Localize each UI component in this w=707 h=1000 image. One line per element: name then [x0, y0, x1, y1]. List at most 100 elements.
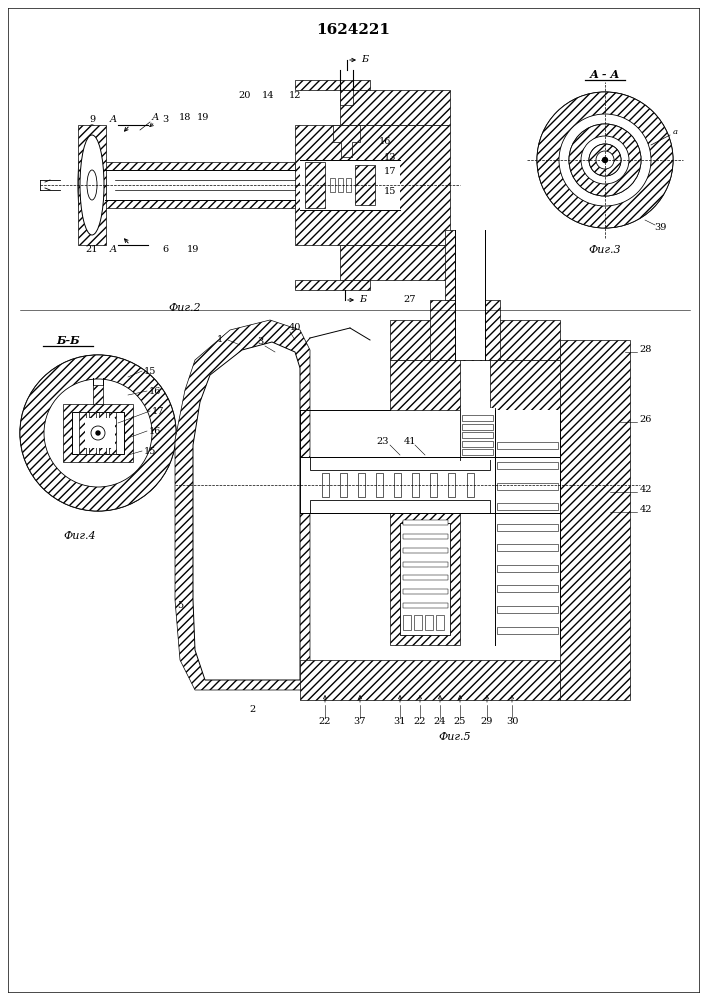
Circle shape	[96, 431, 100, 435]
Text: Б-Б: Б-Б	[56, 336, 80, 347]
Bar	[403, 534, 448, 539]
Text: 28: 28	[640, 346, 652, 355]
Circle shape	[589, 144, 621, 176]
Polygon shape	[340, 90, 353, 105]
Text: 9: 9	[89, 115, 95, 124]
Text: 39: 39	[654, 224, 666, 232]
Bar	[462, 449, 493, 455]
Bar	[89, 412, 96, 454]
Bar	[462, 440, 493, 446]
Circle shape	[91, 426, 105, 440]
Text: A: A	[110, 245, 117, 254]
Ellipse shape	[87, 170, 97, 200]
Text: Б: Б	[361, 55, 368, 64]
Bar	[330, 178, 335, 192]
Polygon shape	[445, 230, 485, 300]
Text: А - А: А - А	[590, 70, 620, 81]
Bar	[85, 418, 115, 448]
Polygon shape	[390, 320, 560, 360]
Bar	[403, 603, 448, 608]
Text: 16: 16	[148, 386, 161, 395]
Text: 16: 16	[148, 426, 161, 436]
Polygon shape	[93, 385, 103, 404]
Bar	[105, 170, 290, 200]
Circle shape	[602, 157, 607, 162]
Text: 15: 15	[144, 446, 156, 456]
Polygon shape	[430, 300, 500, 360]
Polygon shape	[295, 125, 450, 245]
Text: 22: 22	[319, 718, 332, 726]
Bar	[425, 615, 433, 630]
Bar	[448, 473, 455, 497]
Bar	[460, 408, 495, 460]
Text: 20: 20	[239, 91, 251, 100]
Polygon shape	[193, 342, 300, 680]
Bar	[300, 457, 560, 513]
Bar	[497, 565, 558, 572]
Bar	[346, 178, 351, 192]
Bar	[462, 424, 493, 430]
Polygon shape	[490, 360, 560, 410]
Bar	[403, 548, 448, 553]
Bar	[497, 585, 558, 592]
Polygon shape	[333, 125, 360, 157]
Text: 37: 37	[354, 718, 366, 726]
Bar	[403, 615, 411, 630]
Text: 6: 6	[162, 245, 168, 254]
Polygon shape	[300, 660, 560, 700]
Text: 19: 19	[197, 113, 209, 122]
Polygon shape	[175, 320, 310, 690]
Text: 27: 27	[404, 296, 416, 304]
Bar	[455, 230, 485, 360]
Text: 2: 2	[249, 706, 255, 714]
Bar	[403, 562, 448, 566]
Text: 5: 5	[177, 600, 183, 609]
Bar	[376, 473, 383, 497]
Bar	[412, 473, 419, 497]
Text: 41: 41	[404, 438, 416, 446]
Text: 14: 14	[262, 91, 274, 100]
Polygon shape	[560, 340, 630, 700]
Bar	[338, 178, 343, 192]
Bar	[495, 410, 560, 645]
Bar	[462, 415, 493, 421]
Circle shape	[569, 124, 641, 196]
Text: 16: 16	[379, 137, 391, 146]
Wedge shape	[569, 124, 641, 196]
Text: 18: 18	[179, 113, 191, 122]
Wedge shape	[589, 144, 621, 176]
Text: 23: 23	[377, 438, 390, 446]
Polygon shape	[340, 245, 450, 280]
Bar	[310, 457, 490, 470]
Text: 30: 30	[506, 718, 518, 726]
Text: Фиг.3: Фиг.3	[589, 245, 621, 255]
Text: Фиг.2: Фиг.2	[169, 303, 201, 313]
Text: А: А	[151, 113, 158, 122]
Text: Б: Б	[359, 296, 366, 304]
Bar	[497, 626, 558, 634]
Circle shape	[537, 92, 673, 228]
Bar	[394, 473, 401, 497]
Text: 3: 3	[257, 338, 263, 347]
Text: 17: 17	[384, 167, 396, 176]
Text: Фиг.5: Фиг.5	[438, 732, 472, 742]
Bar	[403, 520, 448, 525]
Polygon shape	[78, 125, 106, 245]
Polygon shape	[355, 165, 375, 205]
Wedge shape	[537, 92, 673, 228]
Bar	[497, 524, 558, 531]
Bar	[403, 589, 448, 594]
Bar	[497, 606, 558, 613]
Bar	[99, 412, 106, 454]
Bar	[358, 473, 365, 497]
Text: 42: 42	[640, 486, 653, 494]
Bar	[497, 544, 558, 551]
Bar	[462, 432, 493, 438]
Text: 29: 29	[481, 718, 493, 726]
Polygon shape	[100, 200, 295, 208]
Bar	[339, 473, 346, 497]
Bar	[403, 575, 448, 580]
Polygon shape	[100, 162, 295, 170]
Text: 1: 1	[217, 336, 223, 344]
Text: 40: 40	[289, 324, 301, 332]
